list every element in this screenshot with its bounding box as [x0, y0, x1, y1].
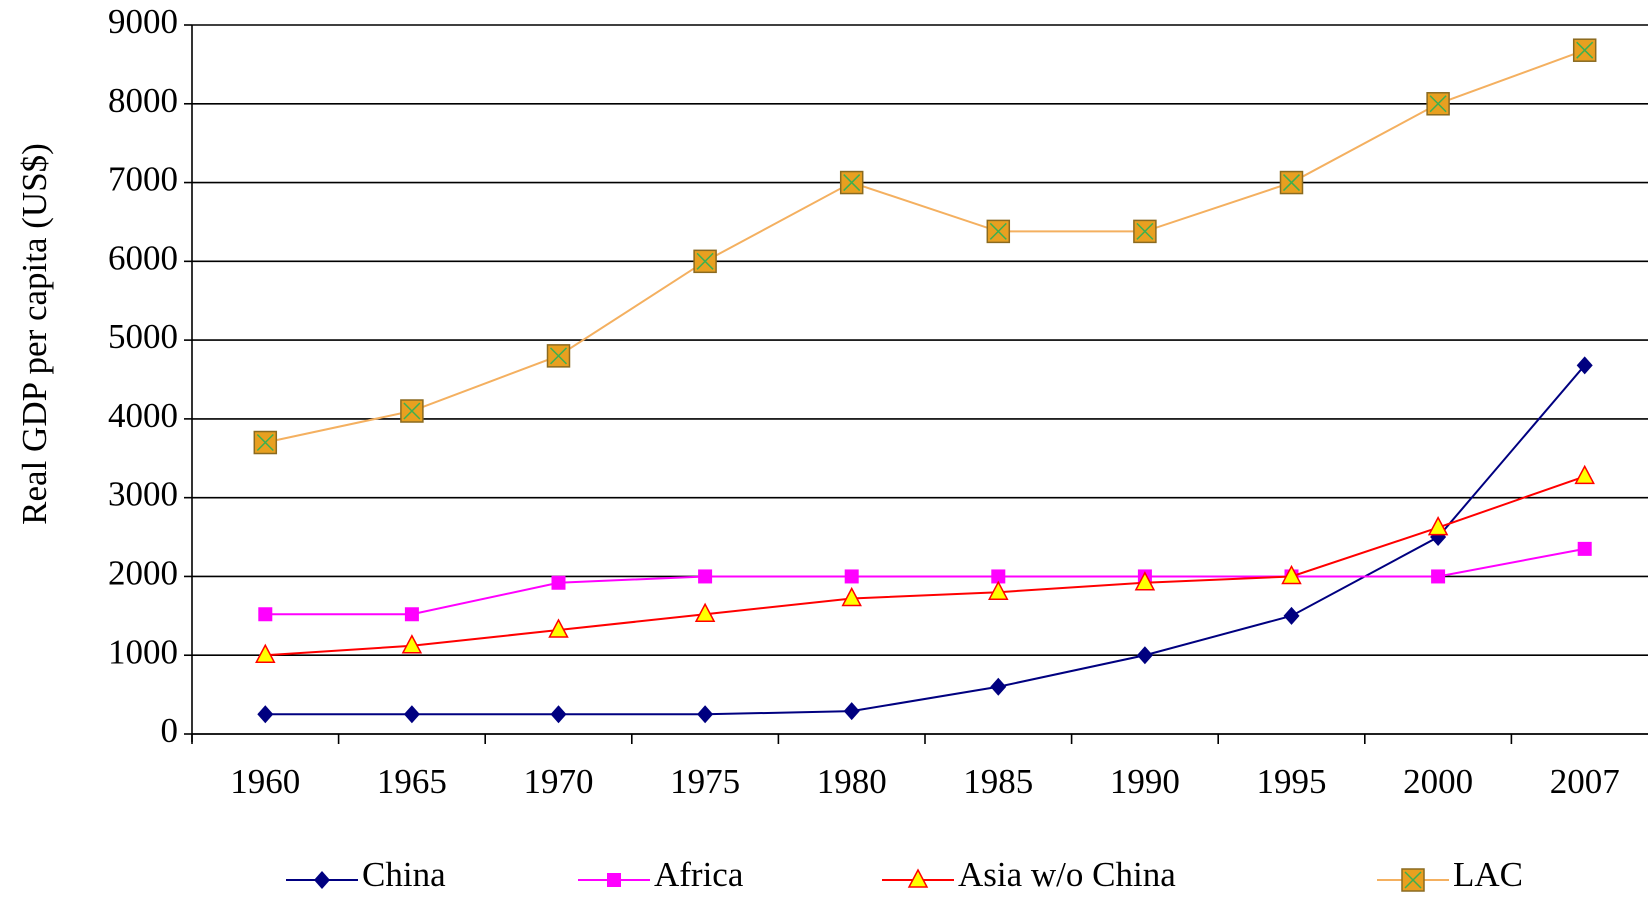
legend-label: Asia w/o China [958, 855, 1176, 894]
data-point [403, 705, 420, 724]
data-point [697, 705, 714, 724]
y-axis-label: Real GDP per capita (US$) [15, 143, 54, 525]
data-point-cross [1282, 174, 1301, 192]
data-point [548, 618, 569, 638]
data-point [698, 569, 713, 584]
legend-marker [907, 868, 929, 888]
data-point [1136, 646, 1153, 665]
data-point [1283, 606, 1300, 625]
data-point [1576, 356, 1593, 375]
data-point [1427, 515, 1449, 536]
legend-label: LAC [1453, 855, 1523, 894]
x-tick-label: 1975 [670, 762, 740, 801]
y-tick-label: 2000 [108, 553, 178, 592]
series-line [265, 364, 1586, 716]
data-point [1577, 541, 1592, 556]
y-tick-label: 3000 [108, 475, 178, 514]
legend-marker [607, 873, 621, 887]
data-point [1134, 571, 1156, 591]
data-point [551, 575, 566, 590]
data-point-cross [989, 222, 1007, 240]
data-point [991, 569, 1006, 584]
x-tick-label: 1995 [1257, 762, 1327, 801]
legend-label: China [362, 855, 446, 894]
y-tick-label: 8000 [108, 81, 178, 120]
x-tick-label: 1965 [377, 762, 447, 801]
data-point [843, 702, 860, 721]
data-point [255, 643, 276, 663]
data-point [550, 705, 567, 724]
data-point-cross [1576, 41, 1594, 59]
series-line [265, 49, 1586, 444]
y-tick-label: 6000 [108, 238, 178, 277]
data-point [401, 634, 423, 654]
data-point [841, 586, 862, 607]
data-point-cross [696, 252, 714, 270]
x-tick-label: 1990 [1110, 762, 1180, 801]
series-line [265, 547, 1585, 616]
x-tick-label: 1970 [524, 762, 594, 801]
data-point [258, 607, 273, 622]
data-point-cross [1429, 95, 1447, 113]
x-tick-label: 2000 [1403, 762, 1473, 801]
y-tick-label: 5000 [108, 317, 178, 356]
data-point [990, 677, 1007, 696]
x-tick-label: 1985 [963, 762, 1033, 801]
series-line [265, 475, 1586, 657]
x-tick-label: 2007 [1550, 762, 1620, 801]
y-tick-label: 9000 [108, 2, 178, 41]
data-point-cross [1136, 222, 1154, 240]
legend-marker [314, 871, 330, 889]
data-point [1431, 569, 1446, 584]
legend-label: Africa [654, 855, 744, 894]
data-point-cross [256, 433, 274, 452]
y-tick-label: 0 [161, 711, 179, 750]
data-point-cross [549, 347, 568, 365]
data-point-cross [403, 402, 421, 420]
y-tick-label: 4000 [108, 396, 178, 435]
data-point [1574, 464, 1595, 485]
data-point [844, 569, 859, 584]
data-point [694, 602, 716, 623]
x-tick-label: 1980 [817, 762, 887, 801]
x-tick-label: 1960 [230, 762, 300, 801]
data-point-cross [843, 174, 861, 192]
y-tick-label: 7000 [108, 160, 178, 199]
data-point [988, 580, 1009, 600]
data-point [257, 705, 274, 724]
legend-marker-cross [1404, 871, 1422, 889]
data-point [1281, 564, 1302, 585]
data-point [404, 607, 419, 622]
y-tick-label: 1000 [108, 632, 178, 671]
